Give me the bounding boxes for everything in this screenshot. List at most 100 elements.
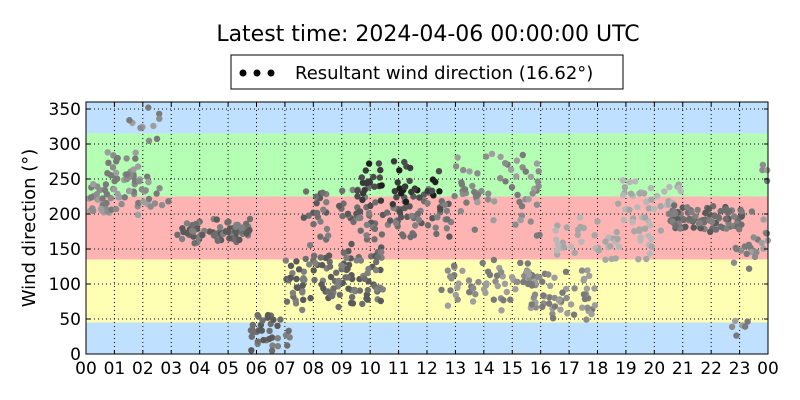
point bbox=[123, 171, 131, 178]
point bbox=[383, 209, 391, 216]
point bbox=[750, 234, 757, 241]
point bbox=[485, 190, 492, 197]
point bbox=[608, 255, 615, 263]
point bbox=[302, 188, 310, 195]
point bbox=[482, 153, 490, 160]
point bbox=[591, 285, 598, 292]
point bbox=[397, 214, 405, 221]
y-tick-labels: 0 50 100 150 200 250 300 350 bbox=[49, 100, 81, 365]
point bbox=[490, 296, 497, 303]
point bbox=[289, 289, 297, 297]
point bbox=[626, 206, 633, 214]
point bbox=[376, 174, 383, 181]
point bbox=[508, 273, 516, 281]
point bbox=[323, 199, 330, 206]
point bbox=[457, 208, 464, 215]
point bbox=[482, 289, 489, 297]
point bbox=[647, 184, 654, 192]
point bbox=[738, 208, 745, 215]
point bbox=[317, 254, 324, 261]
point bbox=[525, 271, 532, 278]
point bbox=[306, 261, 313, 268]
point bbox=[137, 124, 144, 131]
point bbox=[641, 225, 649, 232]
point bbox=[645, 232, 652, 240]
point bbox=[483, 280, 490, 287]
point bbox=[759, 161, 767, 169]
point bbox=[697, 225, 704, 232]
point bbox=[359, 300, 366, 308]
point bbox=[579, 304, 586, 311]
point bbox=[447, 287, 454, 294]
point bbox=[512, 286, 519, 293]
point bbox=[189, 221, 196, 229]
point bbox=[345, 285, 352, 292]
point bbox=[454, 154, 461, 161]
point bbox=[363, 232, 370, 239]
point bbox=[366, 179, 373, 186]
point bbox=[672, 222, 679, 230]
point bbox=[335, 303, 342, 311]
point bbox=[527, 173, 535, 181]
point bbox=[126, 117, 133, 124]
x-tick-label: 01 bbox=[104, 359, 126, 379]
point bbox=[613, 228, 620, 236]
point bbox=[646, 222, 654, 229]
point bbox=[144, 173, 151, 180]
point bbox=[475, 278, 482, 286]
point bbox=[99, 195, 106, 202]
point bbox=[349, 186, 356, 194]
point bbox=[319, 189, 326, 196]
point bbox=[199, 231, 206, 239]
point bbox=[731, 213, 738, 220]
point bbox=[339, 212, 346, 220]
point bbox=[351, 286, 358, 293]
point bbox=[661, 188, 668, 195]
point bbox=[444, 302, 452, 309]
point bbox=[535, 182, 542, 190]
point bbox=[310, 221, 317, 228]
point bbox=[142, 187, 149, 194]
point bbox=[416, 194, 423, 201]
point bbox=[183, 220, 191, 227]
point bbox=[362, 167, 369, 174]
point bbox=[503, 288, 510, 296]
point bbox=[452, 163, 460, 170]
point bbox=[723, 225, 730, 232]
point bbox=[371, 225, 379, 232]
point bbox=[111, 186, 118, 193]
point bbox=[732, 244, 739, 252]
point bbox=[424, 222, 432, 229]
point bbox=[107, 171, 115, 179]
x-tick-label: 20 bbox=[644, 359, 666, 379]
point bbox=[390, 158, 398, 165]
point bbox=[760, 216, 767, 223]
point bbox=[326, 263, 334, 270]
point bbox=[607, 243, 614, 250]
point bbox=[591, 302, 599, 309]
point bbox=[513, 173, 520, 180]
data-points bbox=[85, 104, 772, 354]
point bbox=[461, 186, 469, 193]
point bbox=[437, 205, 444, 213]
point bbox=[497, 175, 504, 182]
point bbox=[636, 226, 643, 233]
point bbox=[158, 201, 166, 209]
point bbox=[302, 255, 309, 263]
point bbox=[583, 285, 591, 292]
point bbox=[396, 167, 403, 174]
point bbox=[114, 190, 121, 198]
x-tick-label: 18 bbox=[587, 359, 609, 379]
point bbox=[136, 178, 143, 185]
point bbox=[378, 244, 385, 251]
point bbox=[508, 184, 516, 191]
point bbox=[101, 186, 109, 194]
x-tick-label: 10 bbox=[359, 359, 381, 379]
point bbox=[140, 198, 147, 205]
point bbox=[325, 232, 332, 239]
point bbox=[490, 256, 498, 264]
x-tick-label: 06 bbox=[246, 359, 268, 379]
point bbox=[396, 185, 403, 192]
point bbox=[355, 214, 363, 222]
point bbox=[602, 238, 609, 245]
